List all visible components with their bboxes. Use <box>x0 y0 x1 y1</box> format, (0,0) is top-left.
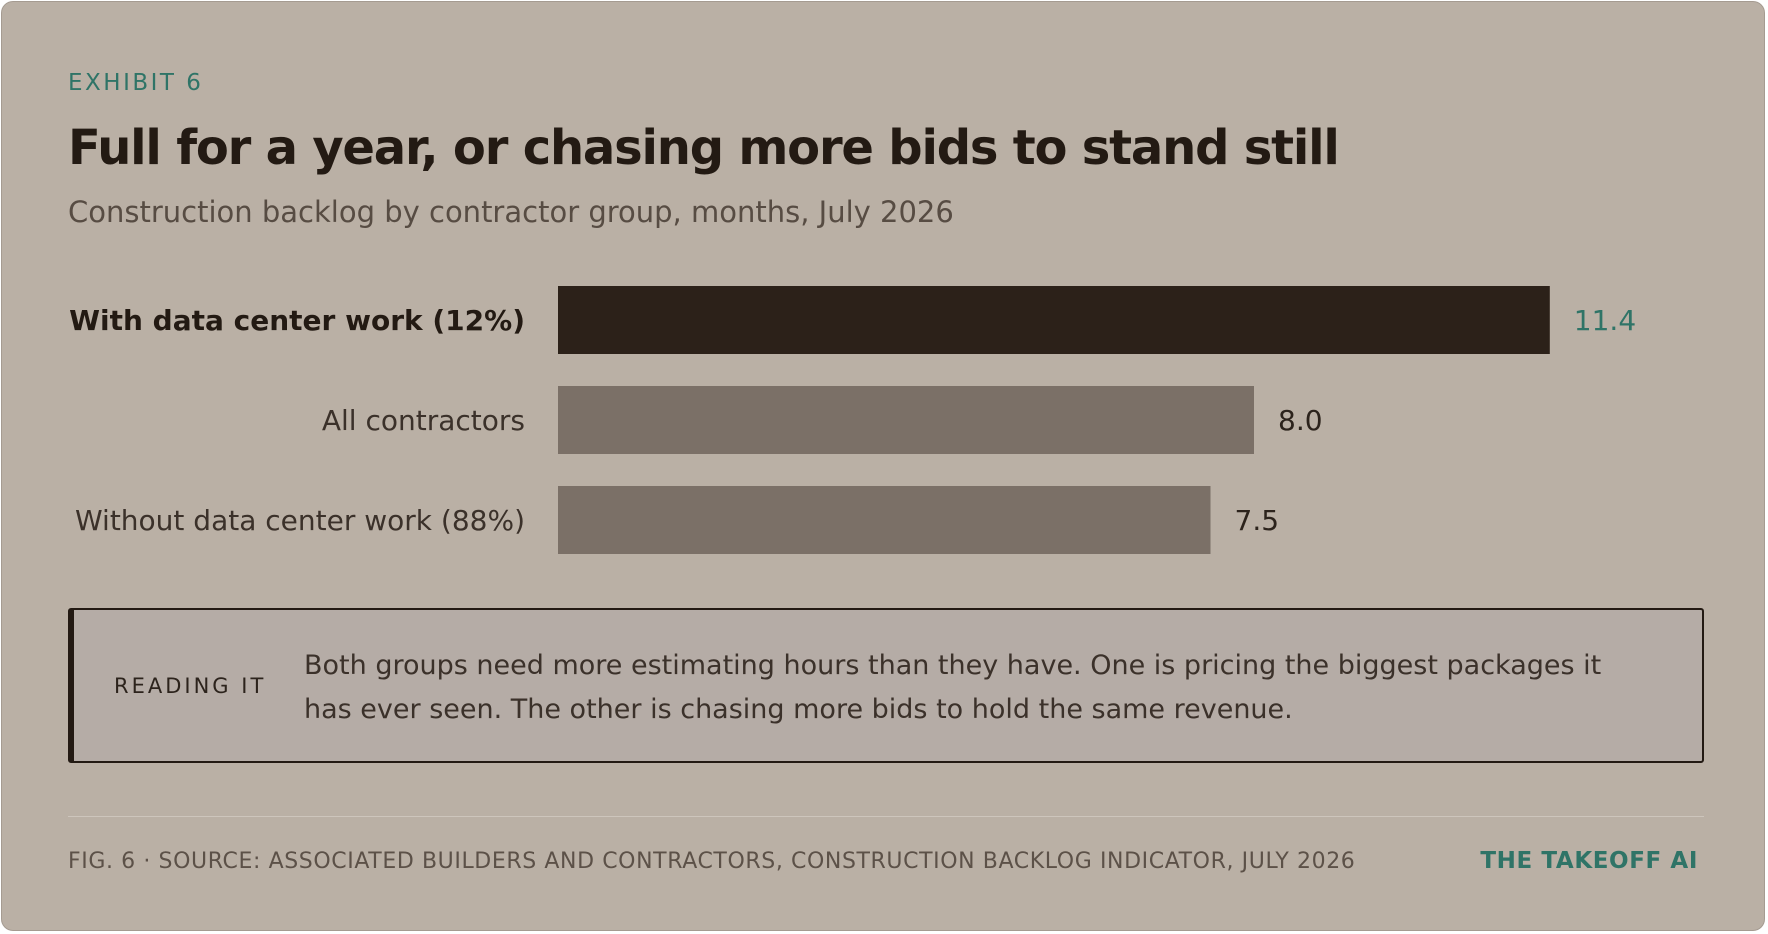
footer-divider <box>68 816 1704 817</box>
callout-label: READING IT <box>114 674 267 698</box>
source-note: FIG. 6 · SOURCE: ASSOCIATED BUILDERS AND… <box>68 849 1356 874</box>
bar <box>558 286 1550 354</box>
brand-logo-text: THE TAKEOFF AI <box>1480 848 1698 874</box>
category-label: Without data center work (88%) <box>75 504 525 537</box>
reading-it-callout: READING IT Both groups need more estimat… <box>68 608 1704 763</box>
chart-subtitle: Construction backlog by contractor group… <box>68 195 954 229</box>
bar <box>558 486 1211 554</box>
bar <box>558 386 1254 454</box>
value-label: 8.0 <box>1278 404 1323 437</box>
value-label: 7.5 <box>1235 504 1280 537</box>
chart-title: Full for a year, or chasing more bids to… <box>68 120 1340 176</box>
exhibit-eyebrow: EXHIBIT 6 <box>68 70 204 96</box>
value-label: 11.4 <box>1574 304 1636 337</box>
category-label: With data center work (12%) <box>69 304 525 337</box>
category-label: All contractors <box>322 404 525 437</box>
callout-text: Both groups need more estimating hours t… <box>304 650 1602 725</box>
